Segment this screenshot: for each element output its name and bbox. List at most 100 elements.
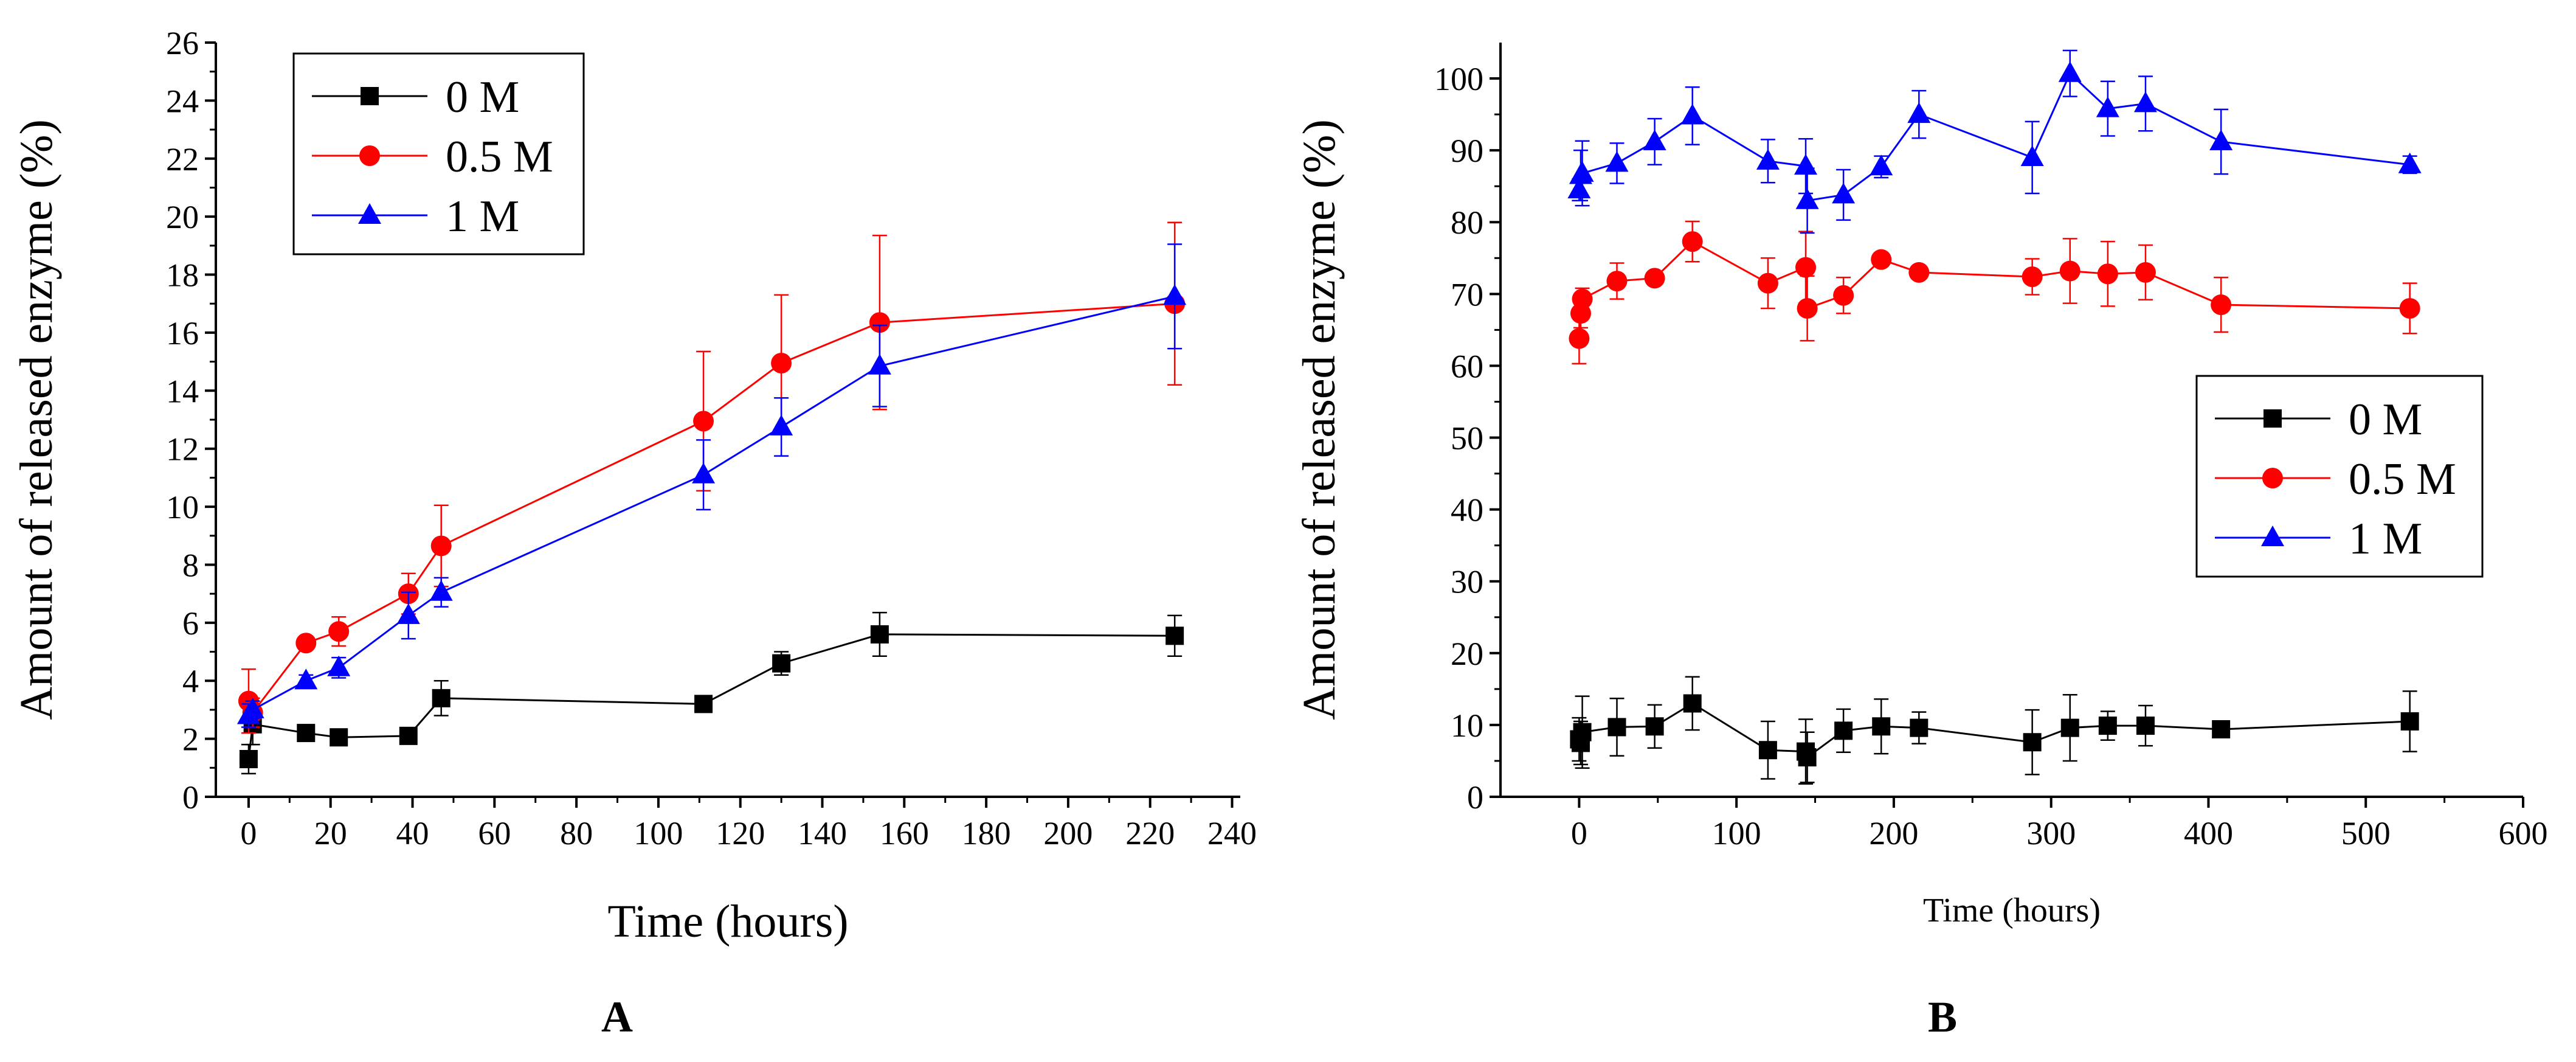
x-tick-label: 300: [2026, 815, 2076, 852]
legend-swatch-marker: [361, 87, 379, 105]
data-point: [2398, 152, 2422, 173]
data-point: [2023, 733, 2042, 752]
panel-b-label: B: [1928, 993, 1957, 1041]
data-point: [2059, 260, 2080, 282]
legend-swatch-marker: [359, 145, 380, 166]
x-tick-label: 600: [2499, 815, 2548, 852]
data-point: [2135, 262, 2156, 283]
data-point: [396, 603, 420, 624]
data-point: [693, 411, 714, 432]
data-point: [1569, 328, 1590, 349]
data-point: [1798, 748, 1817, 767]
x-tick-label: 180: [962, 815, 1011, 852]
data-point: [399, 726, 418, 745]
data-point: [2211, 294, 2232, 316]
y-tick-label: 2: [182, 721, 199, 758]
data-point: [1570, 161, 1594, 182]
x-tick-label: 60: [478, 815, 511, 852]
y-tick-label: 50: [1451, 420, 1483, 457]
data-point: [2212, 720, 2231, 738]
x-tick-label: 240: [1207, 815, 1257, 852]
series-1-mm: [1567, 49, 2422, 234]
panel-a-label: A: [601, 993, 633, 1041]
legend-swatch-marker: [2263, 409, 2282, 428]
data-point: [2097, 263, 2118, 285]
data-point: [1680, 103, 1704, 125]
x-tick-label: 220: [1125, 815, 1175, 852]
legend-entry: 1 M: [446, 192, 519, 241]
y-tick-label: 24: [166, 83, 199, 119]
x-tick-label: 140: [798, 815, 847, 852]
data-point: [771, 353, 792, 373]
x-axis-title: Time (hours): [1923, 892, 2101, 929]
data-point: [2209, 129, 2233, 150]
legend: 0 M 0.5 M 1 M: [292, 52, 585, 255]
x-tick-label: 120: [716, 815, 765, 852]
data-point: [1606, 271, 1628, 292]
series-0-mm: [1570, 676, 2419, 785]
x-tick-label: 200: [1043, 815, 1093, 852]
data-point: [772, 654, 791, 673]
data-point: [1682, 231, 1703, 252]
data-point: [330, 728, 348, 747]
data-point: [1644, 268, 1665, 289]
y-tick-label: 8: [182, 547, 199, 583]
y-tick-label: 26: [166, 25, 199, 61]
data-point: [430, 535, 452, 557]
data-point: [694, 695, 713, 713]
y-tick-label: 14: [166, 373, 199, 409]
y-axis-title: Amount of released enzyme (%): [11, 119, 62, 720]
legend-entry: 0.5 M: [446, 132, 553, 182]
y-tick-label: 10: [1451, 707, 1483, 744]
x-tick-label: 400: [2184, 815, 2233, 852]
data-point: [1758, 741, 1777, 760]
y-tick-label: 12: [166, 431, 199, 468]
data-point: [295, 633, 317, 654]
data-point: [1795, 188, 1819, 209]
legend-entry: 0 M: [446, 72, 519, 122]
data-point: [1683, 694, 1702, 713]
series-line: [1578, 72, 2410, 202]
data-point: [239, 750, 258, 768]
data-point: [1757, 272, 1778, 294]
x-tick-label: 100: [634, 815, 683, 852]
data-point: [1567, 178, 1591, 199]
legend-box: [292, 52, 585, 255]
y-tick-label: 22: [166, 141, 199, 178]
x-tick-label: 500: [2341, 815, 2391, 852]
y-tick-label: 10: [166, 489, 199, 526]
y-tick-label: 30: [1451, 564, 1483, 600]
y-tick-label: 18: [166, 257, 199, 294]
y-tick-label: 16: [166, 315, 199, 352]
series-line: [247, 302, 1175, 715]
data-point: [432, 689, 451, 707]
data-point: [1834, 721, 1853, 740]
data-point: [429, 580, 453, 601]
y-axis-title: Amount of released enzyme (%): [1294, 119, 1345, 720]
data-point: [1645, 717, 1664, 736]
y-tick-label: 40: [1451, 492, 1483, 529]
y-tick-label: 80: [1451, 204, 1483, 241]
data-point: [1870, 154, 1893, 176]
data-point: [1871, 249, 1892, 270]
data-point: [1573, 723, 1592, 741]
data-point: [1910, 718, 1929, 737]
data-point: [2136, 717, 2155, 735]
data-point: [2399, 297, 2420, 319]
data-point: [2133, 91, 2157, 113]
series-1-mm: [237, 243, 1187, 728]
data-point: [692, 462, 716, 484]
data-point: [868, 353, 891, 375]
legend: 0 M 0.5 M 1 M: [2195, 375, 2484, 578]
series-0-mm: [239, 611, 1184, 775]
x-tick-label: 40: [396, 815, 429, 852]
x-tick-label: 200: [1869, 815, 1918, 852]
x-tick-label: 20: [314, 815, 347, 852]
x-tick-label: 160: [880, 815, 929, 852]
x-tick-label: 0: [1571, 815, 1587, 852]
data-point: [1756, 148, 1780, 170]
data-point: [870, 625, 889, 644]
data-point: [1572, 288, 1593, 310]
legend-box: [2195, 375, 2484, 578]
